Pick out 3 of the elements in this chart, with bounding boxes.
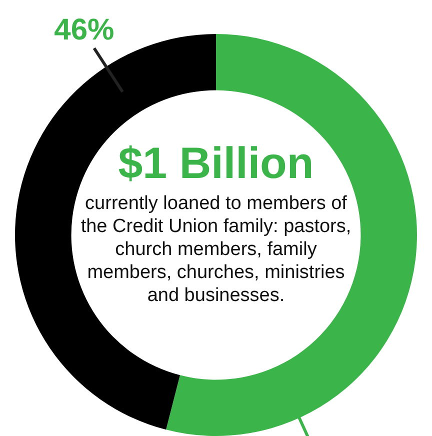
text: $1 Billion [117, 139, 315, 188]
data-label: 46% [54, 13, 114, 46]
text: currently loaned to members of the Credit Union family: pastors, church members, family members, churches, ministries and businesses. [80, 192, 352, 307]
